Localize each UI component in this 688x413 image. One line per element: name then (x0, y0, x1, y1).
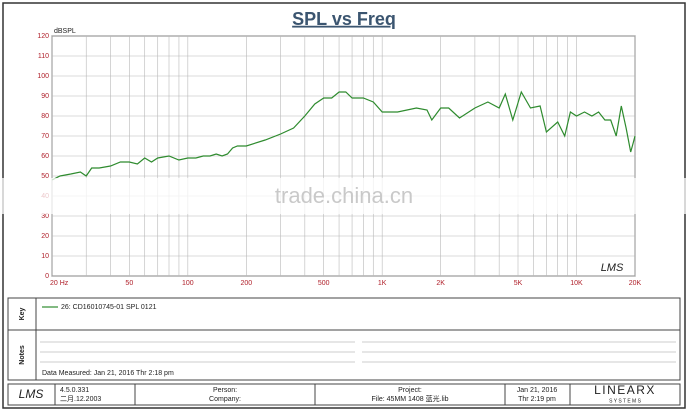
y-tick-label: 0 (45, 273, 49, 280)
y-tick-label: 50 (41, 173, 49, 180)
x-tick-label: 500 (318, 280, 330, 287)
plot-logo: LMS (601, 262, 624, 274)
data-line (51, 90, 636, 181)
notes-label: Notes (19, 345, 26, 365)
legend-entry: 26: CD16010745-01 SPL 0121 (61, 304, 157, 311)
y-tick-label: 60 (41, 153, 49, 160)
x-tick-label: 50 (125, 280, 133, 287)
x-tick-label: 20K (629, 280, 642, 287)
y-tick-label: 10 (41, 253, 49, 260)
footer (7, 383, 681, 406)
chart-title: SPL vs Freq (292, 9, 396, 29)
y-tick-label: 30 (41, 213, 49, 220)
x-tick-label: 200 (240, 280, 252, 287)
file: File: 45MM 1408 蓝光.lib (371, 394, 448, 403)
footer-logo: LMS (19, 387, 44, 401)
build-date: 二月.12.2003 (60, 395, 101, 403)
y-tick-label: 70 (41, 133, 49, 140)
company: Company: (209, 396, 241, 403)
plot: 010203040506070809010011012020 Hz5010020… (37, 33, 641, 287)
project: Project: (398, 387, 422, 394)
brand-sub: S Y S T E M S (609, 398, 642, 404)
time: Thr 2:19 pm (518, 396, 556, 403)
data-measured: Data Measured: Jan 21, 2016 Thr 2:18 pm (42, 370, 174, 377)
date: Jan 21, 2016 (517, 387, 558, 394)
x-tick-label: 1K (378, 280, 387, 287)
y-tick-label: 20 (41, 233, 49, 240)
x-tick-label: 2K (436, 280, 445, 287)
brand: LINEARX (594, 383, 656, 397)
x-tick-label: 5K (514, 280, 523, 287)
person: Person: (213, 387, 237, 394)
notes-panel (7, 329, 681, 381)
version: 4.5.0.331 (60, 387, 89, 394)
y-tick-label: 110 (38, 53, 49, 60)
footer-dividers (54, 384, 571, 405)
x-tick-label: 20 Hz (50, 280, 69, 287)
y-axis-label: dBSPL (54, 28, 76, 35)
y-tick-label: 120 (37, 33, 49, 40)
x-tick-label: 10K (570, 280, 583, 287)
note-lines (40, 341, 676, 363)
y-tick-label: 80 (41, 113, 49, 120)
watermark-band (0, 178, 688, 214)
y-tick-label: 100 (37, 73, 49, 80)
key-label: Key (19, 307, 26, 320)
x-tick-label: 100 (182, 280, 194, 287)
watermark: trade.china.cn (275, 183, 413, 208)
y-tick-label: 90 (41, 93, 49, 100)
